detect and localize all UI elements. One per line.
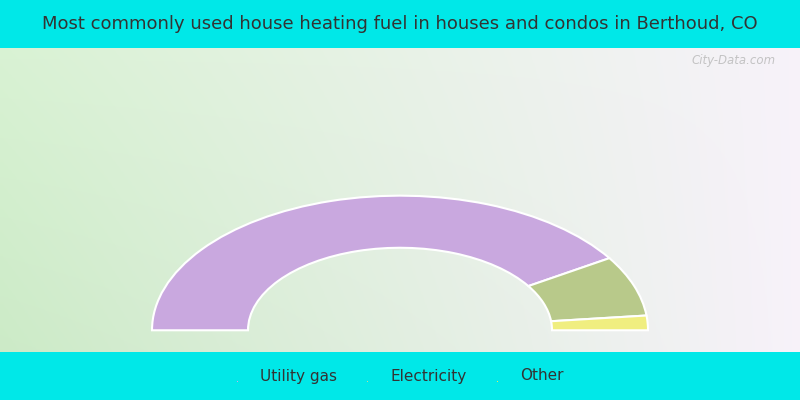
Text: Most commonly used house heating fuel in houses and condos in Berthoud, CO: Most commonly used house heating fuel in… (42, 15, 758, 33)
Legend: Utility gas, Electricity, Other: Utility gas, Electricity, Other (230, 362, 570, 390)
Text: City-Data.com: City-Data.com (692, 54, 776, 67)
Wedge shape (528, 258, 646, 321)
Wedge shape (152, 196, 610, 330)
Wedge shape (551, 316, 648, 330)
